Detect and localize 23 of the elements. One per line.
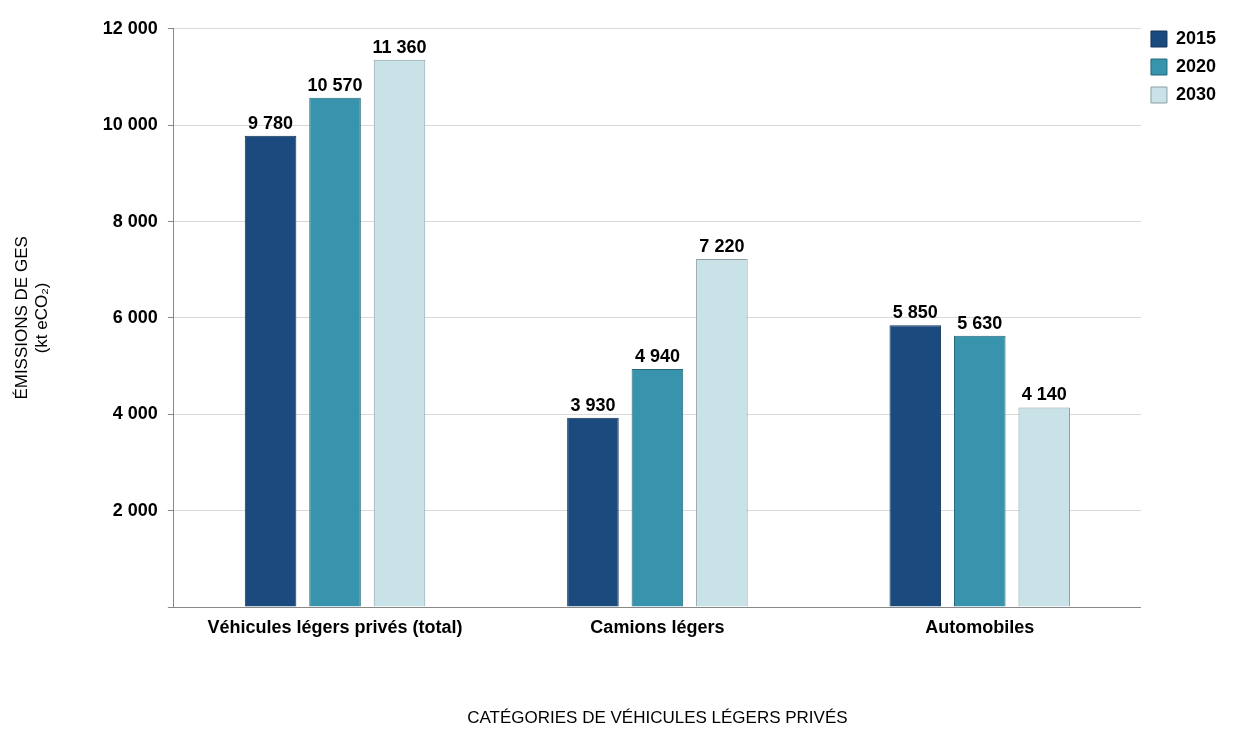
- data-label: 4 140: [1021, 384, 1067, 405]
- legend-label: 2030: [1175, 83, 1216, 104]
- x-tick-label: Camions légers: [590, 616, 725, 637]
- legend-label: 2020: [1175, 55, 1216, 76]
- y-axis-title: ÉMISSIONS DE GES (kt eCO₂): [11, 236, 52, 400]
- y-tick-label: 4 000: [112, 403, 158, 424]
- data-label: 11 360: [372, 36, 427, 57]
- x-axis-title: CATÉGORIES DE VÉHICULES LÉGERS PRIVÉS: [467, 708, 848, 728]
- y-tick-label: 2 000: [112, 499, 158, 520]
- data-label: 3 930: [570, 394, 616, 415]
- x-tick-label: Automobiles: [925, 616, 1035, 637]
- data-label: 4 940: [634, 345, 680, 366]
- data-label: 5 850: [892, 302, 938, 323]
- y-tick-label: 8 000: [112, 210, 158, 231]
- data-label: 5 630: [957, 312, 1003, 333]
- data-label: 9 780: [248, 112, 294, 133]
- y-tick-label: 6 000: [112, 306, 158, 327]
- legend-label: 2015: [1175, 27, 1216, 48]
- data-label: 7 220: [699, 236, 745, 257]
- data-label: 10 570: [307, 74, 363, 95]
- x-tick-label: Véhicules légers privés (total): [207, 616, 463, 637]
- y-tick-label: 12 000: [102, 17, 158, 38]
- y-tick-label: 10 000: [102, 114, 158, 135]
